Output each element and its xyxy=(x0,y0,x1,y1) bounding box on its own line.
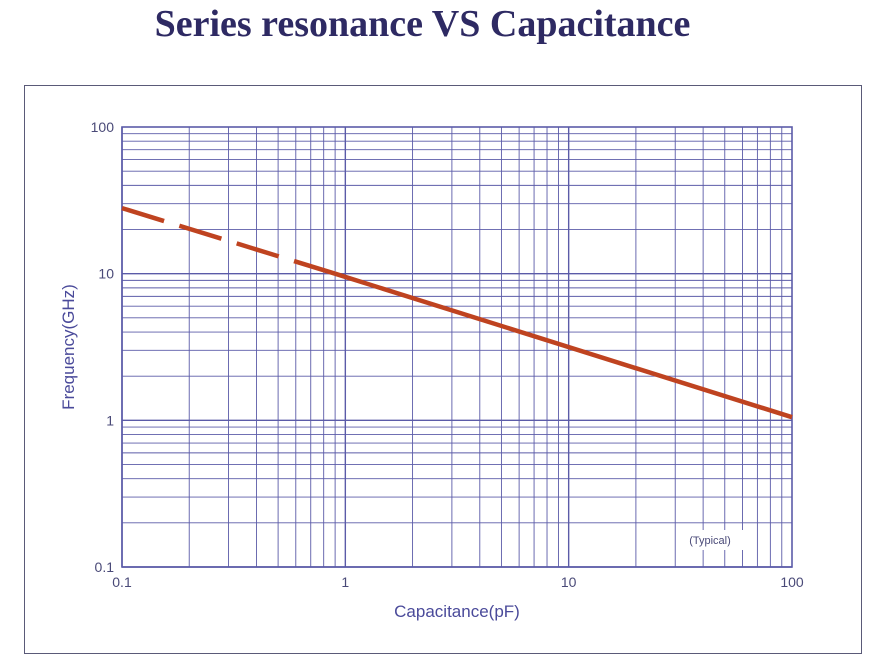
y-axis-label: Frequency(GHz) xyxy=(59,284,78,410)
x-tick-label: 1 xyxy=(341,574,349,590)
annotation-typical: (Typical) xyxy=(689,535,731,547)
plot-area-border xyxy=(121,126,793,568)
annotation-background xyxy=(676,530,744,550)
chart-frame xyxy=(24,85,862,654)
x-tick-label: 100 xyxy=(780,574,804,590)
y-tick-label: 0.1 xyxy=(95,559,115,575)
x-tick-label: 10 xyxy=(561,574,577,590)
x-axis-label: Capacitance(pF) xyxy=(394,602,520,621)
y-tick-label: 10 xyxy=(98,266,114,282)
series-line-dashed xyxy=(121,205,336,276)
series-line-solid xyxy=(334,271,793,420)
chart-title: Series resonance VS Capacitance xyxy=(154,3,691,45)
x-tick-label: 0.1 xyxy=(112,574,132,590)
y-tick-label: 1 xyxy=(106,412,114,428)
y-tick-label: 100 xyxy=(91,119,115,135)
